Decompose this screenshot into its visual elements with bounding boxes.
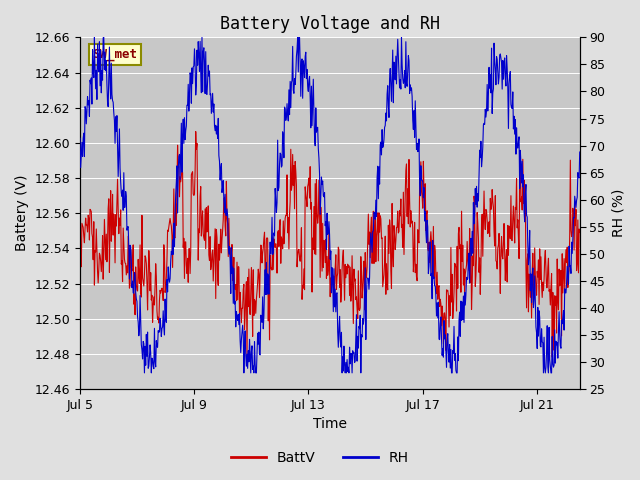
Title: Battery Voltage and RH: Battery Voltage and RH [220,15,440,33]
Bar [80,37,580,319]
X-axis label: Time: Time [313,418,347,432]
Text: SW_met: SW_met [93,48,138,61]
Y-axis label: RH (%): RH (%) [611,189,625,238]
Y-axis label: Battery (V): Battery (V) [15,175,29,252]
Legend: BattV, RH: BattV, RH [225,445,415,471]
